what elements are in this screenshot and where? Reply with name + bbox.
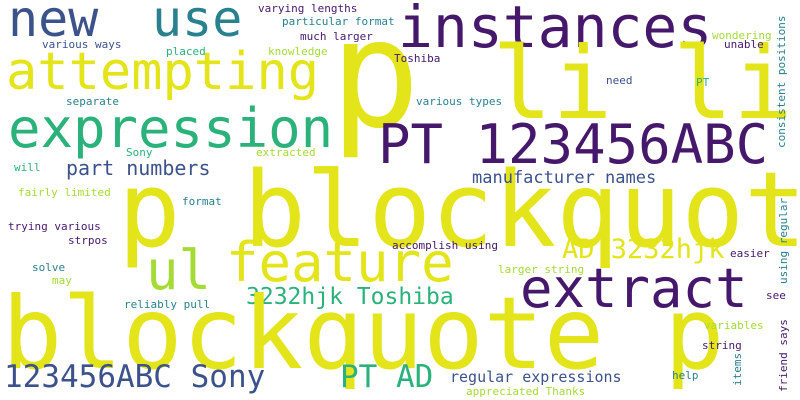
word-various-types: various types bbox=[416, 95, 503, 108]
word-li-li: li li bbox=[492, 25, 794, 142]
word-toshiba-small: Toshiba bbox=[394, 52, 441, 65]
word-3232hjk-toshiba: 3232hjk Toshiba bbox=[246, 284, 454, 310]
word-regular-expressions: regular expressions bbox=[450, 368, 622, 386]
word-expression: expression bbox=[8, 97, 334, 160]
word-extracted: extracted bbox=[256, 146, 316, 159]
word-ad-3232hjk: AD 3232hjk bbox=[562, 234, 725, 265]
word-variables: variables bbox=[704, 319, 764, 332]
word-placed: placed bbox=[166, 45, 206, 58]
word-extract: extract bbox=[520, 257, 748, 320]
word-consistent-positions: consistent positions bbox=[775, 15, 788, 148]
word-appreciated-thanks: appreciated Thanks bbox=[466, 385, 586, 398]
word-reliably-pull: reliably pull bbox=[124, 298, 211, 311]
word-sony-small: Sony bbox=[126, 146, 153, 159]
word-various-ways: various ways bbox=[42, 38, 122, 51]
word-blockquote-p: blockquote p bbox=[2, 275, 725, 392]
word-may: may bbox=[52, 274, 72, 287]
word-p-blockquote: p blockquote bbox=[118, 149, 800, 271]
word-format: format bbox=[182, 195, 222, 208]
word-attempting: attempting bbox=[6, 42, 320, 102]
word-larger-string: larger string bbox=[498, 263, 585, 276]
word-feature: feature bbox=[226, 231, 454, 294]
word-pt-ad: PT AD bbox=[340, 359, 434, 395]
word-manufacturer-names: manufacturer names bbox=[472, 168, 657, 188]
word-items: items bbox=[731, 352, 744, 386]
word-varying-lengths: varying lengths bbox=[258, 2, 358, 15]
word-pt-123456abc: PT 123456ABC bbox=[378, 113, 769, 176]
word-pt-small: PT bbox=[696, 76, 710, 89]
word-fairly-limited: fairly limited bbox=[18, 186, 111, 199]
word-unable: unable bbox=[724, 38, 764, 51]
word-p: p bbox=[330, 0, 421, 162]
word-123456abc-sony: 123456ABC Sony bbox=[4, 359, 266, 395]
word-new: new bbox=[8, 0, 99, 48]
word-part-numbers: part numbers bbox=[66, 156, 211, 180]
word-accomplish-using: accomplish using bbox=[392, 239, 498, 252]
word-knowledge: knowledge bbox=[268, 45, 328, 58]
word-need: need bbox=[606, 74, 633, 87]
word-using-regular: using regular bbox=[777, 197, 790, 284]
word-instances: instances bbox=[398, 0, 713, 61]
word-solve: solve bbox=[32, 261, 66, 274]
word-will: will bbox=[14, 161, 41, 174]
word-strpos: strpos bbox=[68, 234, 108, 247]
word-see: see bbox=[766, 289, 786, 302]
word-particular-format: particular format bbox=[282, 15, 395, 28]
word-easier: easier bbox=[730, 247, 770, 260]
word-wondering: wondering bbox=[712, 29, 772, 42]
word-trying-various: trying various bbox=[8, 220, 101, 233]
word-ul: ul bbox=[146, 239, 212, 302]
word-string: string bbox=[702, 339, 742, 352]
word-use: use bbox=[152, 0, 243, 48]
word-friend-says: friend says bbox=[777, 319, 790, 392]
word-much-larger: much larger bbox=[300, 30, 373, 43]
word-separate: separate bbox=[66, 95, 119, 108]
word-help: help bbox=[672, 369, 699, 382]
